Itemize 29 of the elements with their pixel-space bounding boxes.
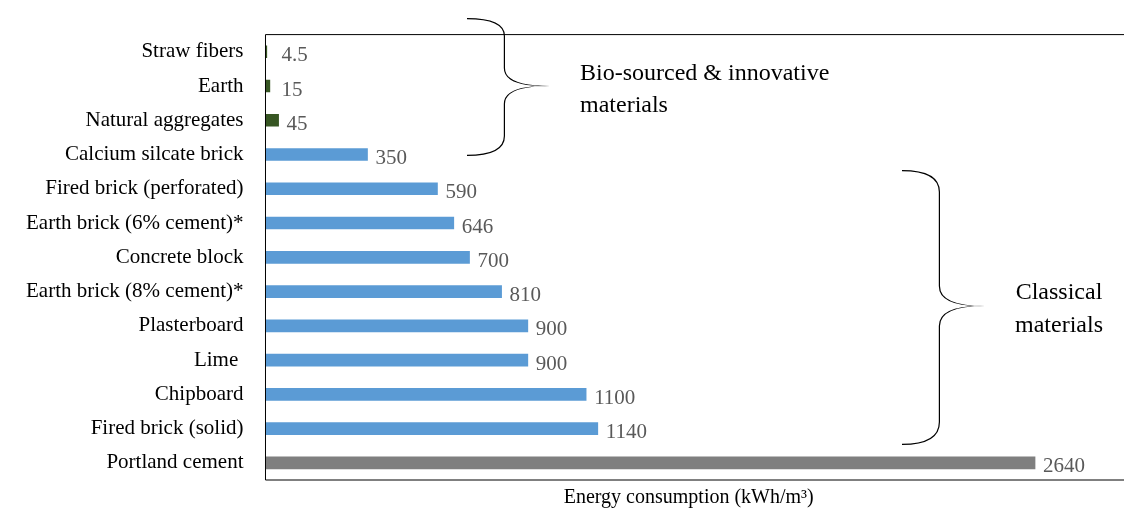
data-label: 900 bbox=[535, 316, 568, 341]
data-label: 646 bbox=[461, 213, 494, 238]
data-label: 1100 bbox=[594, 384, 636, 409]
data-label: 350 bbox=[375, 145, 408, 170]
y-tick-label: Earth bbox=[198, 72, 244, 97]
data-label: 45 bbox=[286, 110, 308, 135]
y-tick-label: Fired brick (solid) bbox=[90, 415, 244, 440]
data-label: 1140 bbox=[605, 419, 648, 444]
data-label: 15 bbox=[281, 76, 303, 101]
y-tick-label: Natural aggregates bbox=[85, 106, 244, 131]
y-tick-label: Portland cement bbox=[106, 449, 244, 474]
data-label: 2640 bbox=[1043, 453, 1086, 478]
data-label: 4.5 bbox=[281, 42, 308, 67]
y-tick-label: Chipboard bbox=[154, 380, 244, 405]
y-tick-label: Plasterboard bbox=[138, 312, 244, 337]
y-tick-label: Concrete block bbox=[115, 243, 244, 268]
data-label: 700 bbox=[477, 247, 510, 272]
data-label: 810 bbox=[509, 282, 542, 307]
data-label: 900 bbox=[535, 350, 568, 375]
data-label: 590 bbox=[445, 179, 477, 204]
y-tick-label: Calcium silcate brick bbox=[65, 141, 244, 166]
y-tick-label: Earth brick (6% cement)* bbox=[25, 209, 244, 234]
x-axis-title: Energy consumption (kWh/m³) bbox=[563, 485, 814, 509]
y-tick-label: Earth brick (8% cement)* bbox=[25, 278, 244, 303]
y-tick-label: Lime bbox=[193, 346, 244, 371]
annotation: Classical materials bbox=[1014, 277, 1104, 339]
annotation: Bio-sourced & innovative materials bbox=[580, 58, 831, 119]
y-tick-label: Straw fibers bbox=[141, 38, 244, 63]
y-tick-label: Fired brick (perforated) bbox=[45, 175, 244, 200]
